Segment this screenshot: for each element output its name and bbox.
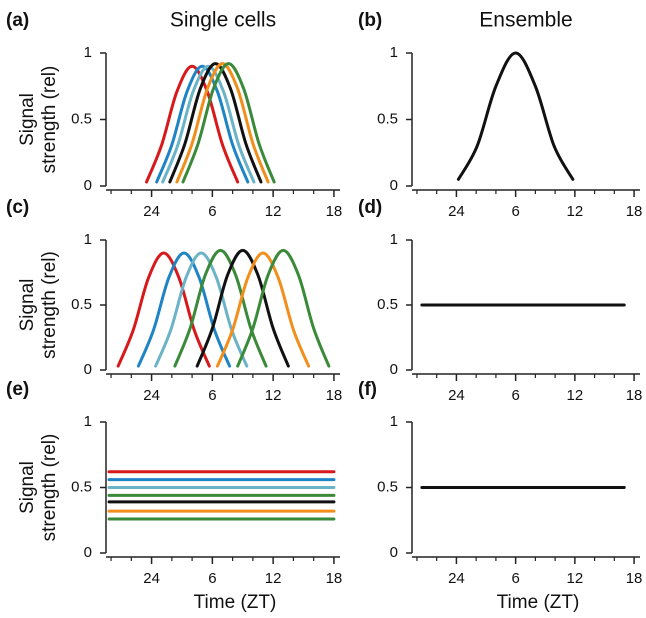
y-tick-label: 0.5 xyxy=(71,478,92,495)
x-tick-label: 24 xyxy=(448,570,465,587)
x-tick-label: 6 xyxy=(511,570,519,587)
panel-label: (e) xyxy=(6,379,29,400)
y-tick-label: 0.5 xyxy=(377,478,398,495)
x-tick-label: 18 xyxy=(326,203,343,220)
panel-label: (d) xyxy=(358,197,382,218)
curve xyxy=(145,64,240,184)
x-tick-label: 6 xyxy=(208,203,216,220)
x-tick-label: 12 xyxy=(265,387,282,404)
curve xyxy=(168,62,263,184)
curve xyxy=(116,251,211,368)
y-axis-label: strength (rel) xyxy=(39,251,60,359)
curve xyxy=(155,64,250,184)
x-tick-label: 12 xyxy=(265,570,282,587)
x-tick-label: 6 xyxy=(208,570,216,587)
x-tick-label: 24 xyxy=(143,570,160,587)
x-tick-label: 24 xyxy=(448,203,465,220)
panel-label: (c) xyxy=(6,197,29,218)
y-tick-label: 0 xyxy=(390,361,398,378)
x-tick-label: 12 xyxy=(265,203,282,220)
y-axis-label: strength (rel) xyxy=(39,66,60,174)
x-tick-label: 12 xyxy=(567,203,584,220)
column-title: Ensemble xyxy=(479,9,572,32)
y-tick-label: 1 xyxy=(390,44,398,61)
curve xyxy=(136,251,232,368)
y-tick-label: 1 xyxy=(84,44,92,61)
curve xyxy=(215,251,311,368)
panel-label: (f) xyxy=(358,379,377,400)
panel-label: (a) xyxy=(6,10,29,31)
x-tick-label: 6 xyxy=(208,387,216,404)
x-axis-label: Time (ZT) xyxy=(497,592,580,613)
x-axis-label: Time (ZT) xyxy=(194,592,277,613)
y-tick-label: 1 xyxy=(390,231,398,248)
curve xyxy=(173,248,268,368)
y-tick-label: 0.5 xyxy=(71,110,92,127)
y-tick-label: 0.5 xyxy=(377,110,398,127)
x-tick-label: 18 xyxy=(326,570,343,587)
x-tick-label: 6 xyxy=(511,203,519,220)
x-tick-label: 12 xyxy=(567,387,584,404)
curve xyxy=(175,62,270,184)
y-tick-label: 0 xyxy=(84,361,92,378)
x-tick-label: 24 xyxy=(143,387,160,404)
curve xyxy=(456,51,575,181)
x-tick-label: 12 xyxy=(567,570,584,587)
y-axis-label: Signal xyxy=(17,279,38,332)
x-tick-label: 18 xyxy=(626,387,643,404)
y-axis-label: Signal xyxy=(17,93,38,146)
curve xyxy=(161,64,256,184)
y-axis-label: strength (rel) xyxy=(39,434,60,542)
curve xyxy=(195,248,290,368)
y-tick-label: 0 xyxy=(390,177,398,194)
y-axis-label: Signal xyxy=(17,461,38,514)
y-tick-label: 0.5 xyxy=(71,296,92,313)
x-tick-label: 24 xyxy=(143,203,160,220)
x-tick-label: 6 xyxy=(511,387,519,404)
y-tick-label: 0 xyxy=(390,544,398,561)
x-tick-label: 18 xyxy=(626,203,643,220)
curve xyxy=(236,248,331,368)
x-tick-label: 18 xyxy=(326,387,343,404)
y-tick-label: 1 xyxy=(390,413,398,430)
y-tick-label: 1 xyxy=(84,413,92,430)
y-tick-label: 1 xyxy=(84,231,92,248)
x-tick-label: 24 xyxy=(448,387,465,404)
column-title: Single cells xyxy=(170,9,276,32)
x-tick-label: 18 xyxy=(626,570,643,587)
y-tick-label: 0.5 xyxy=(377,296,398,313)
panel-label: (b) xyxy=(358,10,382,31)
curve xyxy=(181,62,276,184)
y-tick-label: 0 xyxy=(84,544,92,561)
y-tick-label: 0 xyxy=(84,177,92,194)
